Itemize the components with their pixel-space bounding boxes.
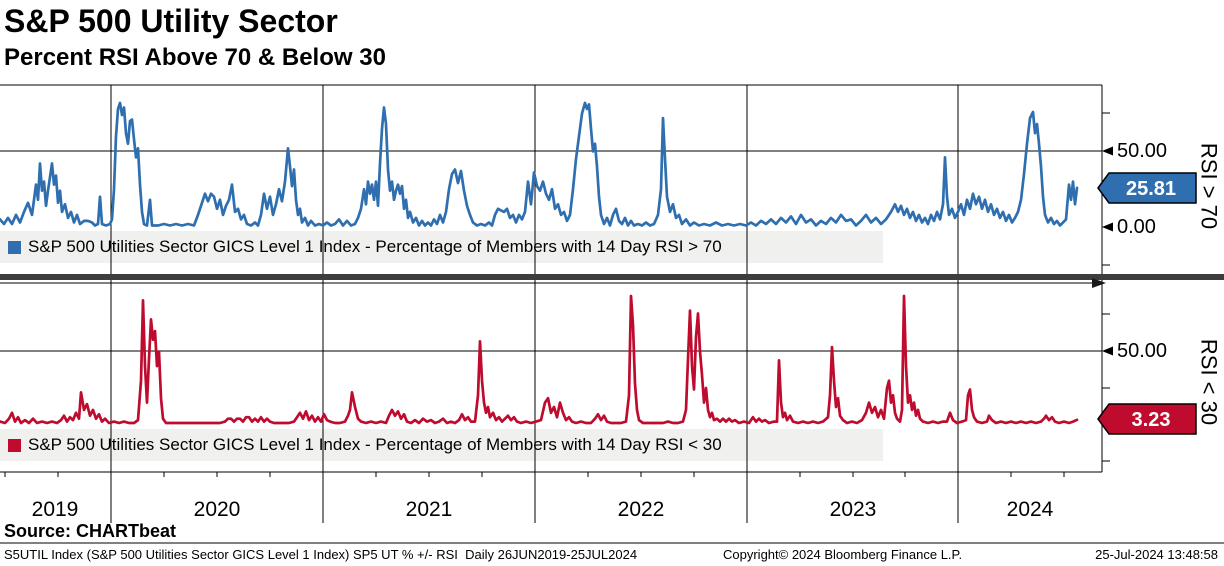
year-label-2019: 2019 [32,498,79,521]
price-tag-value-blue: 25.81 [1126,178,1176,200]
axis-title-rsi-below-30: RSI < 30 [1197,339,1222,425]
axis-tick-arrows [1102,146,1113,356]
tick-arrow-top-50 [1102,146,1113,156]
price-tag-shape-blue [1097,172,1197,204]
legend-swatch-red [8,438,21,452]
year-label-2024: 2024 [1007,498,1054,521]
year-label-2022: 2022 [618,498,665,521]
footer-timestamp: 25-Jul-2024 13:48:58 [1095,547,1218,562]
year-label-2021: 2021 [406,498,453,521]
legend-rsi-above-70: S&P 500 Utilities Sector GICS Level 1 In… [0,231,883,263]
series-rsi-above-70 [0,101,1079,227]
axis-title-rsi-above-70: RSI > 70 [1197,143,1222,229]
year-labels: 2019 2020 2021 2022 2023 2024 [32,498,1054,521]
series-rsi-below-30 [0,294,1079,425]
x-axis-quarter-ticks [4,472,1065,477]
page-subtitle: Percent RSI Above 70 & Below 30 [4,44,386,71]
tick-arrow-bottom-50 [1102,346,1113,356]
year-label-2020: 2020 [194,498,241,521]
panel-splitter [0,274,1224,280]
splitter-arrow-icon [1092,278,1106,288]
footer-ticker-info: S5UTIL Index (S&P 500 Utilities Sector G… [4,547,638,562]
tick-arrow-top-0 [1102,222,1113,232]
grid-layer [0,84,1224,544]
legend-rsi-below-30: S&P 500 Utilities Sector GICS Level 1 In… [0,429,883,461]
panel-frame [0,84,1103,473]
legend-label-rsi-below-30: S&P 500 Utilities Sector GICS Level 1 In… [28,435,722,454]
price-tag-rsi-below-30: 3.23 [1097,403,1197,435]
legend-label-rsi-above-70: S&P 500 Utilities Sector GICS Level 1 In… [28,237,722,256]
year-label-2023: 2023 [830,498,877,521]
price-tag-value-red: 3.23 [1132,409,1171,431]
page-title: S&P 500 Utility Sector [4,3,338,39]
footer-copyright: Copyright© 2024 Bloomberg Finance L.P. [723,547,963,562]
ytick-top-50: 50.00 [1117,140,1167,162]
price-tag-shape-red [1097,403,1197,435]
price-tag-rsi-above-70: 25.81 [1097,172,1197,204]
ytick-bottom-50: 50.00 [1117,340,1167,362]
ytick-top-0: 0.00 [1117,216,1156,238]
right-axis-minor-ticks [1102,112,1110,462]
source-label: Source: CHARTbeat [4,521,177,541]
legend-swatch-blue [8,240,21,254]
